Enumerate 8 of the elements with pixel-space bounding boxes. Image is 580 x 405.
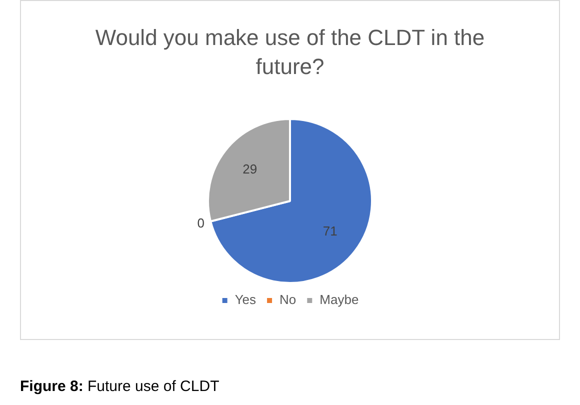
- chart-title: Would you make use of the CLDT in the future?: [94, 24, 486, 81]
- text: 0: [197, 215, 205, 230]
- legend-label: Yes: [234, 292, 257, 308]
- caption: Figure 8: Future use of CLDT: [20, 378, 220, 395]
- data-label: 71: [322, 224, 338, 239]
- data-label: 29: [242, 161, 258, 176]
- legend-label: No: [280, 292, 296, 308]
- legend-label: Maybe: [320, 292, 359, 308]
